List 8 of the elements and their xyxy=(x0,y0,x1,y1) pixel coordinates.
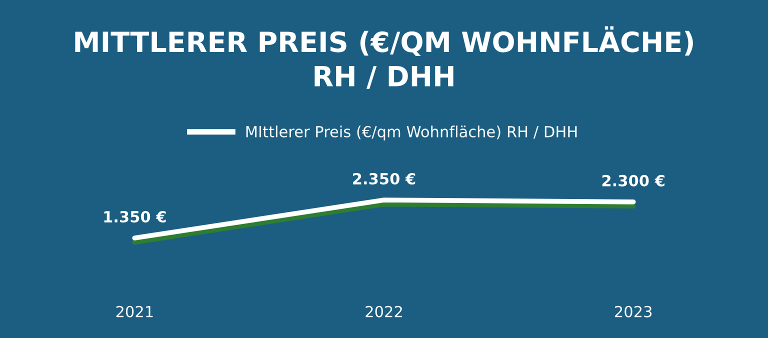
data-label: 1.350 € xyxy=(104,210,166,223)
x-tick-label: 2022 xyxy=(366,306,402,318)
legend-label: MIttlerer Preis (€/qm Wohnfläche) RH / DHH xyxy=(246,126,577,140)
x-tick-label: 2021 xyxy=(116,306,153,318)
x-tick-label: 2023 xyxy=(615,306,652,318)
data-label: 2.300 € xyxy=(602,174,664,186)
chart-title: MITTLERER PREIS (€/QM WOHNFLÄCHE) RH / DHH xyxy=(75,26,693,89)
data-label: 2.350 € xyxy=(353,172,416,185)
